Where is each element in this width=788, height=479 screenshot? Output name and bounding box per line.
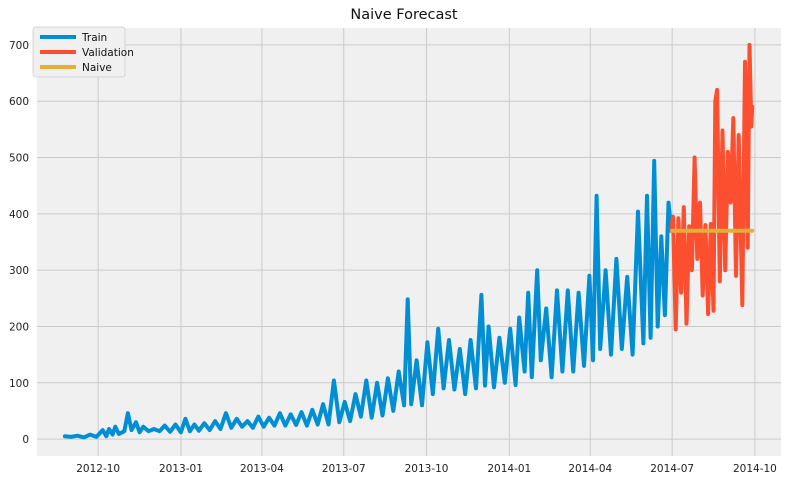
y-tick-label-7: 700 [9, 40, 29, 52]
series-lines [62, 42, 755, 440]
x-tick-label-2: 2013-04 [240, 463, 284, 475]
x-tick-label-8: 2014-10 [733, 463, 777, 475]
x-tick-label-7: 2014-07 [650, 463, 694, 475]
x-tick-label-0: 2012-10 [76, 463, 120, 475]
x-tick-label-1: 2013-01 [159, 463, 203, 475]
grid [37, 28, 781, 456]
x-tick-label-5: 2014-01 [487, 463, 531, 475]
legend-box [32, 26, 126, 78]
series-line-validation [669, 42, 755, 332]
x-tick-label-3: 2013-07 [322, 463, 366, 475]
y-tick-label-3: 300 [9, 265, 29, 277]
legend-label-naive: Naive [82, 62, 112, 74]
x-tick-label-4: 2013-10 [405, 463, 449, 475]
legend: Train Validation Naive [32, 26, 134, 78]
legend-label-validation: Validation [82, 47, 134, 59]
x-tick-label-6: 2014-04 [568, 463, 612, 475]
y-tick-label-1: 100 [9, 378, 29, 390]
legend-label-train: Train [81, 32, 107, 44]
y-tick-label-0: 0 [22, 434, 29, 446]
y-tick-label-6: 600 [9, 96, 29, 108]
chart-title: Naive Forecast [350, 7, 458, 23]
y-tick-label-2: 200 [9, 321, 29, 333]
tick-labels: 0 100 200 300 400 500 600 700 2012-10 2013-01 2013… [9, 40, 777, 475]
y-tick-label-5: 500 [9, 153, 29, 165]
series-line-train [62, 158, 674, 440]
y-tick-label-4: 400 [9, 209, 29, 221]
